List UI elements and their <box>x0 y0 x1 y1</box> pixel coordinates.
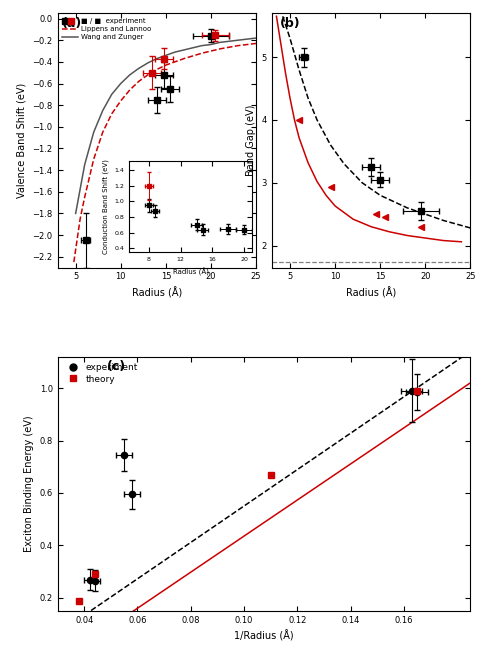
Y-axis label: Exciton Binding Energy (eV): Exciton Binding Energy (eV) <box>24 415 34 552</box>
Legend: ■ / ■  experiment, Lippens and Lannoo, Wang and Zunger: ■ / ■ experiment, Lippens and Lannoo, Wa… <box>61 16 152 41</box>
Y-axis label: Valence Band Shift (eV): Valence Band Shift (eV) <box>17 83 27 198</box>
X-axis label: Radius (Å): Radius (Å) <box>132 287 182 298</box>
Text: (a): (a) <box>61 17 82 30</box>
Y-axis label: Band Gap (eV): Band Gap (eV) <box>246 104 256 176</box>
X-axis label: Radius (Å): Radius (Å) <box>346 287 396 298</box>
Legend: experiment, theory: experiment, theory <box>62 361 140 386</box>
Text: (b): (b) <box>280 17 300 30</box>
Text: (c): (c) <box>107 361 126 373</box>
X-axis label: 1/Radius (Å): 1/Radius (Å) <box>234 631 294 642</box>
